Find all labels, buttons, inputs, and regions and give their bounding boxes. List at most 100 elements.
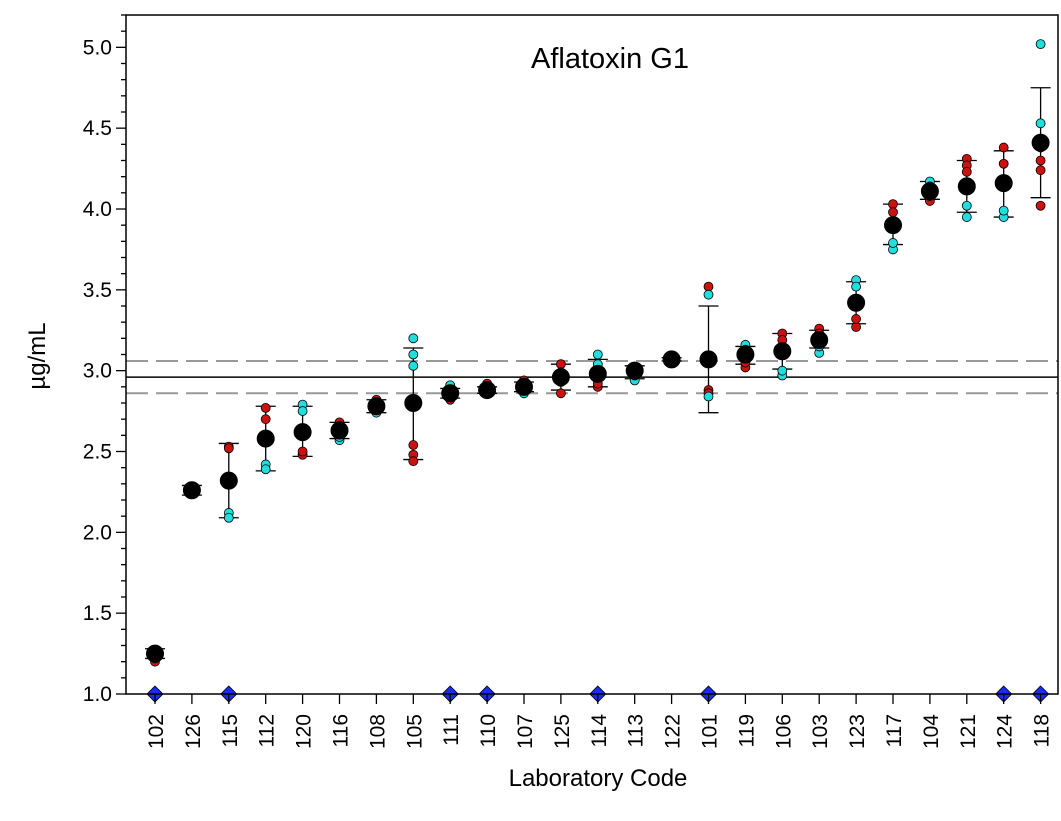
y-tick-label: 1.5 <box>83 602 112 625</box>
replicate-point-red <box>297 446 308 457</box>
replicate-point-red <box>888 199 898 210</box>
lab-108-points <box>367 394 386 418</box>
lab-121-points <box>957 153 976 222</box>
replicate-point-cyan <box>777 365 788 376</box>
mean-point <box>699 350 718 369</box>
lab-103-points <box>810 323 829 358</box>
y-tick-label: 2.0 <box>83 521 112 544</box>
mean-point <box>404 394 423 412</box>
points-layer <box>146 39 1050 703</box>
x-tick-label-117: 117 <box>883 714 906 747</box>
lab-104-points <box>920 176 939 206</box>
replicate-point-cyan <box>961 200 972 211</box>
lab-123-points <box>847 275 866 332</box>
x-axis-title: Laboratory Code <box>509 765 688 792</box>
replicate-point-red <box>223 443 234 454</box>
chart-title: Aflatoxin G1 <box>531 43 689 75</box>
mean-point <box>920 182 939 201</box>
replicate-point-cyan <box>408 360 419 371</box>
y-tick-label: 2.5 <box>83 441 112 464</box>
replicate-point-red <box>961 166 972 177</box>
x-tick-label-108: 108 <box>366 714 389 749</box>
x-tick-label-114: 114 <box>588 714 611 748</box>
y-tick-label: 5.0 <box>83 36 112 59</box>
replicate-point-red <box>556 388 566 399</box>
replicate-point-cyan <box>703 289 714 300</box>
x-tick-label-103: 103 <box>809 714 832 749</box>
replicate-point-cyan <box>998 205 1009 216</box>
x-tick-label-105: 105 <box>403 714 426 749</box>
lab-102-points <box>146 644 164 667</box>
replicate-point-cyan <box>592 349 603 360</box>
mean-point <box>625 361 644 380</box>
lab-119-points <box>736 339 755 373</box>
replicate-point-cyan <box>408 333 419 344</box>
replicate-point-red <box>851 314 861 324</box>
mean-point <box>1031 133 1050 152</box>
y-tick-label: 4.0 <box>83 198 112 221</box>
replicate-point-cyan <box>408 349 419 360</box>
mean-point <box>478 381 497 400</box>
x-tick-label-124: 124 <box>994 714 1017 749</box>
x-tick-label-106: 106 <box>772 714 795 749</box>
mean-point <box>847 293 866 312</box>
x-tick-label-102: 102 <box>145 714 168 749</box>
mean-point <box>367 397 386 416</box>
x-tick-label-116: 116 <box>330 714 353 747</box>
lab-112-points <box>256 402 275 475</box>
mean-point <box>441 384 460 403</box>
replicate-point-red <box>1035 200 1046 211</box>
lab-125-points <box>551 359 570 399</box>
lab-114-points <box>588 349 607 392</box>
x-tick-label-113: 113 <box>625 714 648 747</box>
x-tick-label-125: 125 <box>551 714 574 749</box>
lab-107-points <box>515 375 533 399</box>
replicate-point-cyan <box>888 238 898 248</box>
mean-point <box>736 345 755 364</box>
replicate-point-red <box>408 440 419 450</box>
mean-point <box>330 421 349 440</box>
axes-layer: 1.0 1.5 2.0 2.5 3.0 3.5 4.0 4.5 5.0 102 126 115 112 1… <box>83 14 1059 749</box>
replicate-point-red <box>998 158 1009 169</box>
lab-124-points <box>994 142 1013 222</box>
x-tick-label-104: 104 <box>920 714 943 749</box>
replicate-point-red <box>408 456 419 467</box>
x-tick-label-111: 111 <box>440 714 463 746</box>
lab-106-points <box>773 328 792 381</box>
replicate-point-red <box>260 402 271 413</box>
lab-115-points <box>219 441 238 523</box>
replicate-point-red <box>260 414 271 425</box>
y-tick-label: 3.0 <box>83 360 112 383</box>
replicate-point-cyan <box>961 212 972 222</box>
mean-point <box>884 216 902 235</box>
lab-118-points <box>1031 39 1050 211</box>
x-tick-label-101: 101 <box>699 714 722 749</box>
x-tick-label-120: 120 <box>293 714 316 749</box>
replicate-point-cyan <box>703 391 714 402</box>
lab-110-points <box>478 378 497 400</box>
x-tick-label-115: 115 <box>219 714 242 747</box>
lab-117-points <box>884 199 902 255</box>
replicate-point-cyan <box>851 281 861 292</box>
lab-105-points <box>404 333 423 467</box>
lab-122-points <box>662 350 681 369</box>
mean-point <box>994 174 1013 193</box>
x-tick-label-110: 110 <box>477 714 500 747</box>
mean-point <box>810 330 829 349</box>
replicate-point-cyan <box>1035 39 1046 49</box>
replicate-point-red <box>556 359 566 370</box>
lab-120-points <box>293 399 312 460</box>
mean-point <box>256 429 275 448</box>
mean-point <box>588 364 607 383</box>
lab-101-points <box>699 281 718 402</box>
mean-point <box>551 368 570 387</box>
replicate-point-red <box>1035 155 1046 166</box>
replicate-point-cyan <box>1035 118 1046 129</box>
replicate-point-cyan <box>297 406 308 416</box>
x-tick-label-123: 123 <box>846 714 869 749</box>
x-tick-label-121: 121 <box>957 714 980 749</box>
mean-point <box>773 342 792 361</box>
mean-point <box>293 423 312 442</box>
